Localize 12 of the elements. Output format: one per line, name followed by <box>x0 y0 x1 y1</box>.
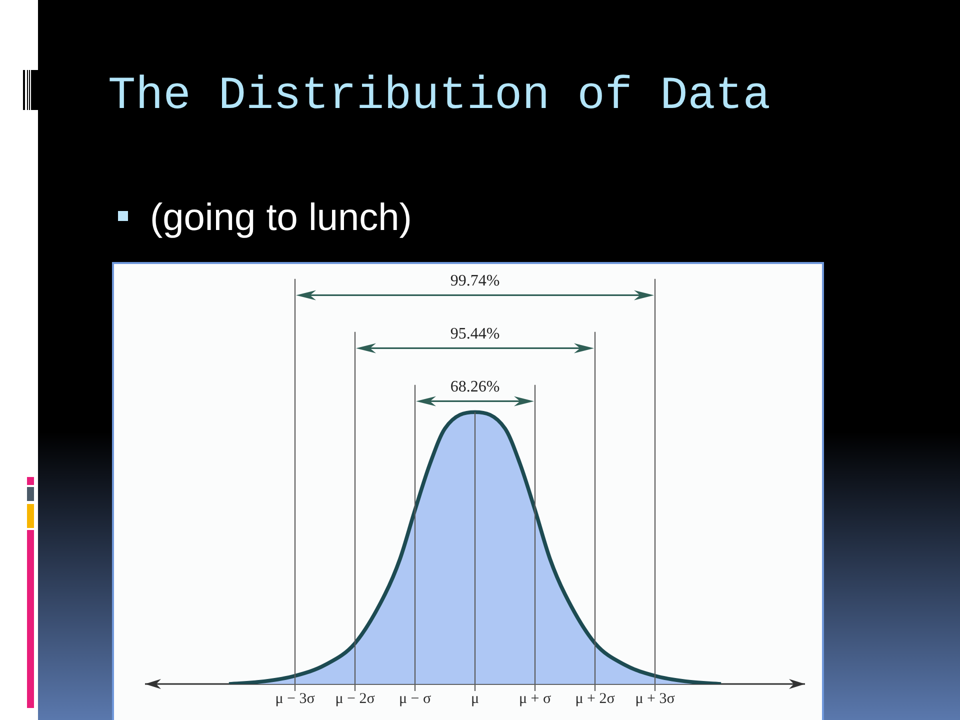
text: 99.74% <box>450 272 500 290</box>
x-tick-label: μ + σ <box>518 690 552 707</box>
x-tick-label: μ + 3σ <box>635 690 675 707</box>
chart-subtitle: (going to lunch) <box>150 196 412 241</box>
x-tick-label: μ <box>470 690 480 707</box>
x-tick-label: μ + 2σ <box>575 690 615 707</box>
chart-title: The Distribution of Data <box>108 70 771 122</box>
text: 95.44% <box>450 325 500 342</box>
x-tick-label: μ − 2σ <box>335 690 375 707</box>
text: 68.26% <box>450 378 500 396</box>
x-tick-label: μ − σ <box>398 690 432 707</box>
x-tick-label: μ − 3σ <box>275 690 315 707</box>
